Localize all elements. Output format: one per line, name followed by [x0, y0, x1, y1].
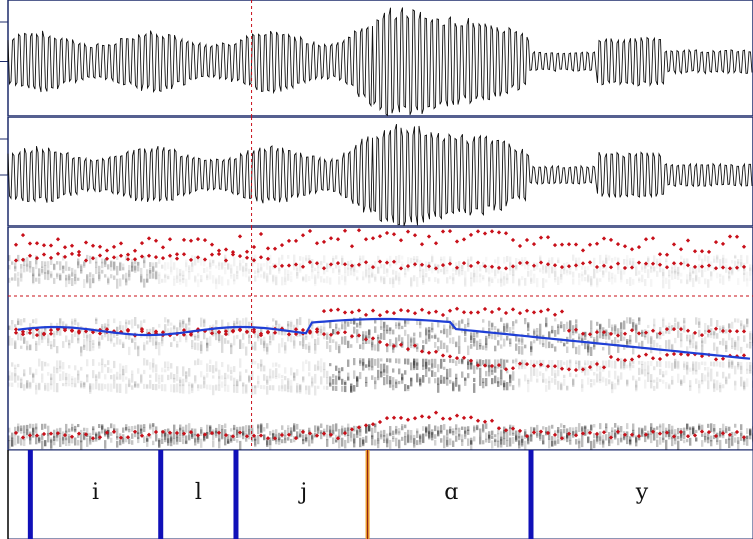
segment-label[interactable]: ɑ: [444, 480, 459, 505]
boundary-marker: [27, 450, 33, 539]
spectrogram-panel[interactable]: [0, 227, 753, 450]
segment-tier-boundaries[interactable]: [0, 450, 753, 539]
spectrogram-plot[interactable]: [0, 227, 753, 450]
segment-label[interactable]: y: [635, 480, 649, 505]
boundary-marker: [158, 450, 164, 539]
waveform-1-plot[interactable]: [0, 0, 753, 117]
segment-label[interactable]: j: [300, 480, 308, 505]
waveform-channel-2[interactable]: [0, 117, 753, 227]
spectrogram-energy: [8, 254, 753, 450]
pitch-track: [17, 317, 751, 360]
segment-label[interactable]: l: [194, 480, 202, 505]
boundary-marker: [528, 450, 534, 539]
waveform-2-plot[interactable]: [0, 117, 753, 227]
segment-label[interactable]: i: [92, 480, 100, 505]
waveform-channel-1[interactable]: [0, 0, 753, 117]
boundary-marker: [233, 450, 239, 539]
